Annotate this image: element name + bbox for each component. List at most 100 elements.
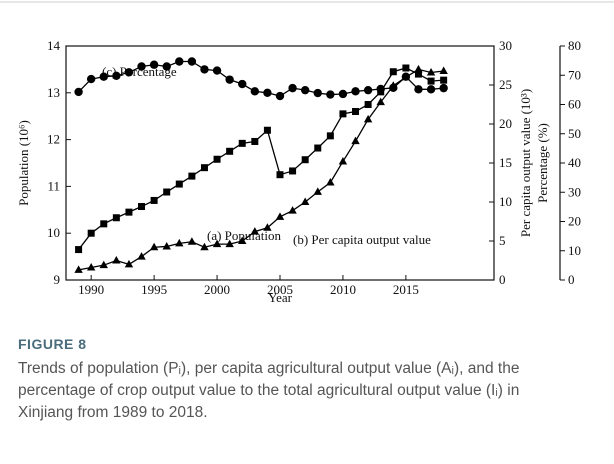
marker	[275, 212, 285, 220]
y2-tick-label: 30	[499, 38, 512, 53]
marker	[439, 83, 448, 93]
marker	[439, 66, 448, 74]
marker	[137, 62, 146, 71]
marker	[187, 57, 197, 66]
y2-tick-label: 15	[499, 155, 512, 170]
marker	[212, 239, 222, 248]
marker	[124, 259, 134, 268]
y-tick-label: 9	[54, 272, 61, 287]
marker	[150, 196, 158, 204]
x-tick-label: 2015	[393, 282, 419, 297]
y-tick-label: 13	[47, 85, 60, 100]
marker	[200, 242, 209, 251]
marker	[263, 126, 271, 134]
marker	[125, 208, 133, 216]
marker	[427, 77, 435, 85]
y3-axis-label: Percentage (%)	[535, 123, 550, 203]
marker	[213, 155, 221, 163]
marker	[376, 84, 385, 94]
annotation: (a) Population	[207, 228, 282, 243]
marker	[99, 72, 108, 81]
series-line	[78, 67, 444, 250]
marker	[275, 91, 285, 101]
marker	[414, 64, 423, 73]
marker	[250, 227, 260, 235]
x-tick-label: 2000	[204, 282, 230, 297]
y3-tick-label: 10	[568, 243, 581, 258]
marker	[289, 167, 297, 175]
annotation: (b) Per capita output value	[293, 232, 431, 247]
marker	[250, 87, 260, 96]
marker	[87, 229, 95, 237]
marker	[200, 65, 209, 74]
marker	[300, 197, 310, 205]
marker	[138, 203, 146, 211]
x-tick-label: 1990	[78, 282, 104, 297]
marker	[112, 71, 121, 81]
marker	[175, 238, 184, 247]
y2-tick-label: 25	[499, 77, 512, 92]
y2-tick-label: 20	[499, 116, 512, 131]
marker	[376, 97, 385, 106]
marker	[226, 147, 234, 155]
marker	[338, 156, 348, 165]
marker	[263, 223, 272, 231]
marker	[225, 75, 234, 84]
marker	[200, 164, 208, 172]
y3-tick-label: 60	[568, 97, 581, 112]
x-tick-label: 2010	[330, 282, 356, 297]
y3-tick-label: 50	[568, 126, 581, 141]
marker	[414, 85, 423, 94]
marker	[137, 252, 146, 260]
y-tick-label: 11	[47, 178, 60, 193]
marker	[86, 74, 96, 84]
marker	[225, 239, 234, 248]
y2-tick-label: 5	[499, 233, 506, 248]
marker	[263, 88, 272, 98]
marker	[352, 108, 360, 116]
y-tick-label: 12	[47, 132, 60, 147]
y-tick-label: 14	[47, 38, 61, 53]
marker	[402, 64, 410, 72]
marker	[212, 66, 222, 75]
marker	[187, 237, 197, 245]
marker	[238, 79, 247, 89]
y3-tick-label: 80	[568, 38, 581, 53]
marker	[175, 180, 183, 188]
marker	[314, 144, 322, 152]
marker	[364, 101, 372, 108]
y3-tick-label: 40	[568, 155, 581, 170]
y3-tick-label: 20	[568, 214, 581, 229]
marker	[74, 87, 83, 97]
marker	[426, 68, 436, 76]
y2-axis-label: Per capita output value (10³)	[518, 89, 533, 237]
marker	[124, 68, 134, 77]
marker	[326, 90, 335, 99]
marker	[162, 62, 171, 71]
marker	[351, 136, 360, 145]
chart: Year Population (10⁶) Per capita output …	[0, 1, 614, 305]
marker	[238, 139, 246, 147]
marker	[326, 132, 334, 140]
marker	[238, 236, 247, 244]
marker	[300, 85, 310, 95]
y3-tick-label: 30	[568, 184, 581, 199]
y3-tick-label: 0	[568, 272, 575, 287]
marker	[326, 178, 335, 186]
marker	[162, 241, 171, 250]
marker	[338, 89, 348, 99]
x-tick-label: 1995	[141, 282, 167, 297]
marker	[99, 260, 108, 269]
marker	[389, 83, 398, 93]
marker	[288, 83, 297, 93]
y2-tick-label: 10	[499, 194, 512, 209]
marker	[426, 85, 436, 94]
y2-tick-label: 0	[499, 272, 506, 287]
marker	[112, 214, 120, 222]
marker	[440, 76, 448, 84]
caption-text: Trends of population (Pᵢ), per capita ag…	[18, 360, 520, 421]
marker	[74, 265, 83, 273]
marker	[363, 85, 373, 95]
marker	[86, 263, 96, 271]
